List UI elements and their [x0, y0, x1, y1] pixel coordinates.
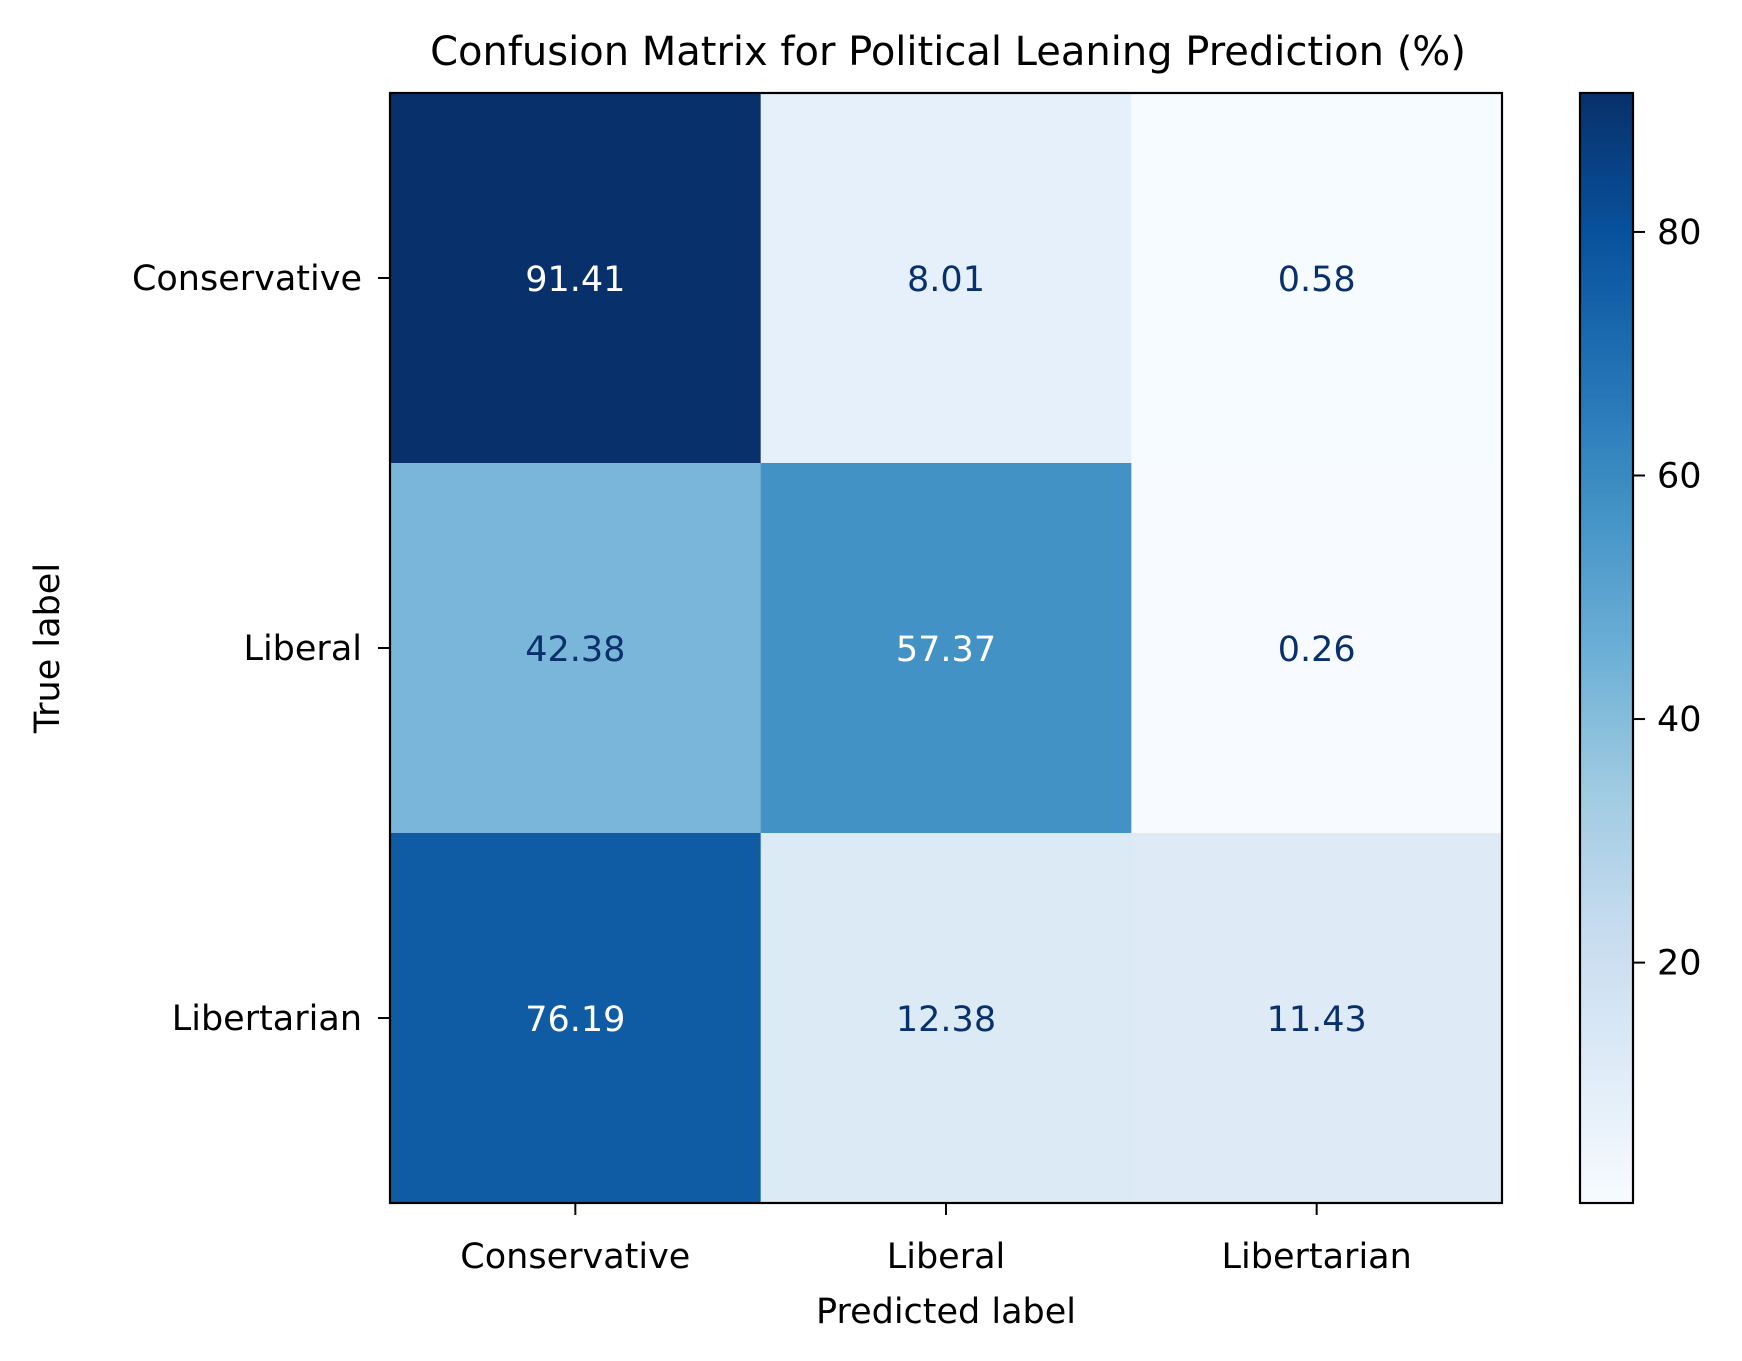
colorbar-tick-label: 80 [1657, 213, 1702, 253]
heatmap-cell [1131, 463, 1503, 834]
colorbar-tick-label: 60 [1657, 457, 1702, 497]
colorbar-tick-label: 20 [1657, 944, 1702, 984]
heatmap-cell [1131, 833, 1503, 1204]
chart-title: Confusion Matrix for Political Leaning P… [430, 29, 1466, 75]
cell-value-label: 42.38 [525, 630, 625, 670]
cell-value-label: 11.43 [1267, 1000, 1367, 1040]
x-tick-label: Conservative [460, 1237, 690, 1277]
x-axis-label: Predicted label [816, 1292, 1076, 1332]
cell-value-label: 8.01 [907, 260, 985, 300]
heatmap-cell [760, 93, 1132, 464]
y-tick-label: Conservative [132, 259, 362, 299]
x-axis-ticks: Conservative Liberal Libertarian [460, 1203, 1412, 1277]
cell-value-label: 0.26 [1278, 630, 1356, 670]
heatmap-cell [390, 463, 762, 834]
cell-value-label: 12.38 [896, 1000, 996, 1040]
cell-value-label: 57.37 [896, 630, 996, 670]
colorbar-ticks: 20 40 60 80 [1633, 213, 1702, 984]
cell-value-label: 0.58 [1278, 260, 1356, 300]
heatmap-cell [760, 463, 1132, 834]
colorbar [1578, 91, 1635, 1205]
y-tick-label: Liberal [243, 629, 362, 669]
heatmap-cell [390, 833, 762, 1204]
cell-value-label: 76.19 [525, 1000, 625, 1040]
y-tick-label: Libertarian [172, 999, 362, 1039]
heatmap-cell [390, 93, 762, 464]
cell-value-label: 91.41 [525, 260, 625, 300]
heatmap-cell [1131, 93, 1503, 464]
cell-value-labels: 91.41 8.01 0.58 42.38 57.37 0.26 76.19 12.38 11.… [525, 260, 1367, 1040]
colorbar-tick-label: 40 [1657, 700, 1702, 740]
heatmap-cell [760, 833, 1132, 1204]
y-axis-ticks: Conservative Liberal Libertarian [132, 259, 390, 1039]
y-axis-label: True label [28, 563, 68, 734]
x-tick-label: Libertarian [1222, 1237, 1412, 1277]
x-tick-label: Liberal [887, 1237, 1006, 1277]
heatmap-cells [390, 93, 1503, 1204]
